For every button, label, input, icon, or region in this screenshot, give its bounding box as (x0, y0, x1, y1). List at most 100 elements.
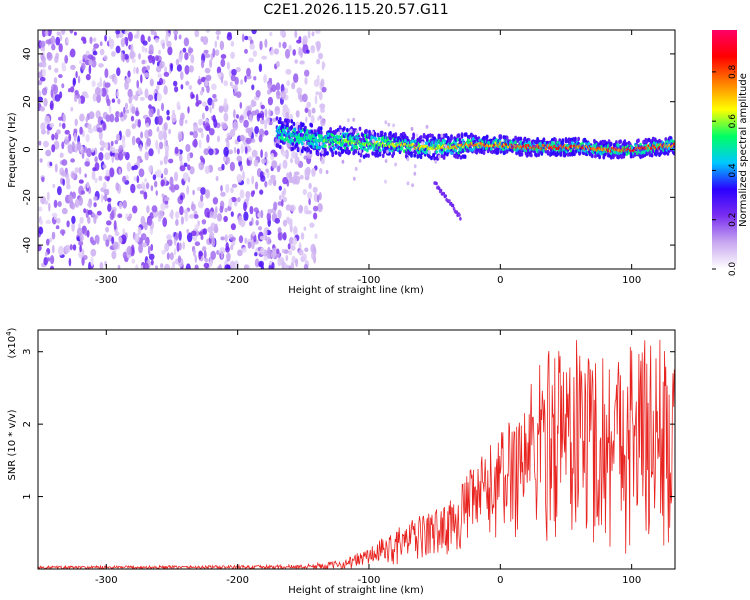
noise-cell (319, 103, 326, 109)
noise-cell (116, 67, 121, 77)
colorbar-tick-label: 0.6 (728, 114, 738, 129)
noise-cell (109, 41, 114, 50)
noise-cell (73, 132, 77, 142)
noise-cell (85, 73, 91, 81)
noise-cell (88, 111, 95, 120)
noise-cell (285, 254, 289, 262)
noise-cell (157, 108, 160, 117)
noise-cell (85, 116, 89, 123)
noise-cell (263, 255, 268, 261)
noise-cell (219, 205, 224, 213)
noise-cell (108, 105, 112, 114)
signal-mid-cell (281, 136, 284, 141)
noise-cell (310, 46, 316, 54)
signal-halo-cell (619, 145, 622, 150)
signal-mid-cell (297, 133, 301, 137)
noise-cell (110, 140, 114, 147)
signal-mid-cell (378, 148, 382, 152)
snr-x-tick-label: -200 (226, 575, 249, 586)
signal-mid-cell (332, 147, 336, 151)
speck-cell (406, 157, 410, 162)
noise-cell (288, 249, 293, 256)
noise-cell (99, 261, 104, 269)
noise-cell (220, 236, 226, 241)
noise-cell (84, 161, 90, 167)
noise-cell (148, 129, 153, 137)
noise-cell (294, 156, 300, 165)
noise-cell (62, 178, 65, 186)
noise-cell (192, 189, 195, 196)
noise-cell (281, 150, 287, 157)
noise-cell (72, 244, 77, 251)
noise-cell (224, 264, 231, 269)
spectrogram-x-tick-label: -300 (95, 275, 118, 286)
noise-cell (255, 90, 261, 98)
noise-cell (240, 144, 244, 154)
snr-y-label: SNR (10 * v/v) (7, 409, 18, 480)
signal-halo-cell (648, 150, 652, 155)
signal-mid-cell (318, 145, 322, 150)
signal-mid-cell (330, 133, 334, 137)
noise-cell (100, 87, 107, 98)
noise-cell (257, 113, 263, 119)
noise-cell (282, 41, 287, 49)
noise-cell (233, 109, 236, 119)
noise-cell (244, 48, 248, 54)
noise-cell (243, 201, 247, 212)
signal-mid-cell (542, 149, 546, 153)
noise-cell (117, 98, 121, 105)
noise-cell (311, 107, 316, 114)
signal-halo-cell (433, 136, 436, 141)
noise-cell (239, 102, 243, 109)
noise-cell (165, 33, 169, 44)
noise-cell (48, 202, 51, 212)
signal-halo-cell (619, 139, 622, 144)
colorbar-tick-label: 0.8 (728, 64, 738, 79)
signal-halo-cell (317, 126, 321, 131)
noise-cell (105, 226, 110, 233)
noise-cell (194, 224, 200, 230)
noise-cell (302, 188, 307, 196)
noise-cell (76, 141, 81, 151)
noise-cell (273, 48, 280, 55)
noise-cell (131, 123, 136, 129)
noise-cell (298, 204, 303, 214)
signal-mid-cell (293, 127, 297, 131)
noise-cell (139, 96, 145, 101)
noise-cell (74, 118, 78, 127)
signal-halo-cell (295, 142, 299, 147)
noise-cell (266, 249, 273, 259)
noise-cell (277, 209, 282, 219)
noise-cell (241, 33, 245, 43)
noise-cell (161, 249, 166, 255)
noise-cell (61, 64, 67, 72)
streak-cell (448, 199, 451, 203)
snr-x-tick-label: -300 (95, 575, 118, 586)
noise-cell (148, 104, 152, 110)
noise-cell (150, 185, 154, 192)
noise-cell (255, 219, 259, 226)
noise-cell (267, 208, 273, 214)
noise-cell (244, 75, 247, 83)
speck-cell (347, 118, 350, 123)
signal-halo-cell (535, 153, 538, 158)
noise-cell (70, 158, 75, 163)
noise-cell (197, 78, 202, 85)
noise-cell (86, 181, 90, 189)
noise-cell (295, 259, 299, 267)
noise-cell (140, 74, 143, 84)
noise-cell (201, 219, 207, 225)
signal-halo-cell (664, 137, 668, 142)
noise-cell (285, 264, 290, 269)
noise-cell (143, 262, 149, 269)
noise-cell (260, 209, 264, 219)
noise-cell (58, 74, 63, 79)
noise-cell (208, 128, 215, 136)
signal-mid-cell (311, 142, 315, 146)
noise-cell (190, 54, 195, 64)
noise-cell (202, 36, 209, 45)
noise-cell (259, 235, 266, 240)
noise-cell (72, 191, 76, 199)
signal-halo-cell (319, 126, 323, 131)
speck-cell (352, 117, 356, 122)
